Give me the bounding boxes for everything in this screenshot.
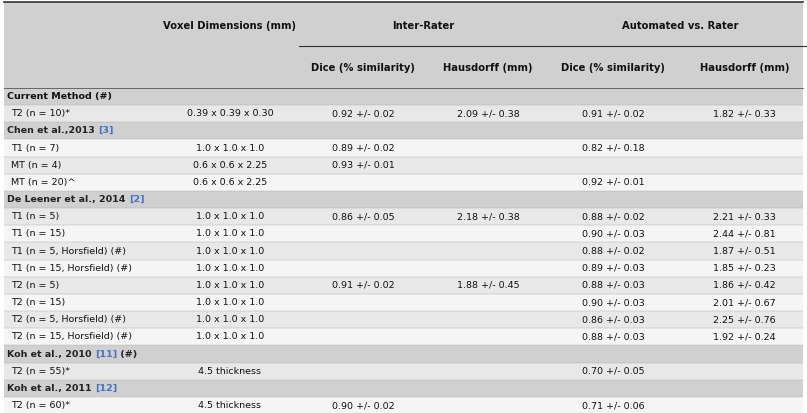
- Text: 0.39 x 0.39 x 0.30: 0.39 x 0.39 x 0.30: [186, 109, 274, 118]
- Bar: [4, 174, 803, 191]
- Text: Current Method (#): Current Method (#): [7, 92, 112, 101]
- Bar: [4, 277, 803, 294]
- Text: Koh et al., 2011: Koh et al., 2011: [7, 384, 95, 393]
- Text: 0.88 +/- 0.02: 0.88 +/- 0.02: [582, 212, 645, 221]
- Text: Dice (% similarity): Dice (% similarity): [562, 64, 665, 74]
- Text: Hausdorff (mm): Hausdorff (mm): [444, 64, 533, 74]
- Bar: [4, 294, 803, 311]
- Text: T2 (n = 60)*: T2 (n = 60)*: [11, 401, 70, 410]
- Text: 0.6 x 0.6 x 2.25: 0.6 x 0.6 x 2.25: [193, 178, 267, 187]
- Text: Chen et al.,2013: Chen et al.,2013: [7, 126, 98, 135]
- Bar: [4, 88, 803, 105]
- Bar: [4, 140, 803, 157]
- Text: T2 (n = 15, Horsfield) (#): T2 (n = 15, Horsfield) (#): [11, 332, 132, 342]
- Text: T1 (n = 5, Horsfield) (#): T1 (n = 5, Horsfield) (#): [11, 247, 127, 256]
- Text: 4.5 thickness: 4.5 thickness: [199, 401, 261, 410]
- Text: 0.92 +/- 0.01: 0.92 +/- 0.01: [582, 178, 645, 187]
- Text: 1.0 x 1.0 x 1.0: 1.0 x 1.0 x 1.0: [196, 212, 264, 221]
- Text: 2.44 +/- 0.81: 2.44 +/- 0.81: [713, 229, 776, 238]
- Text: 2.21 +/- 0.33: 2.21 +/- 0.33: [713, 212, 776, 221]
- Text: 2.01 +/- 0.67: 2.01 +/- 0.67: [713, 298, 776, 307]
- Bar: [4, 191, 803, 208]
- Bar: [4, 242, 803, 260]
- Text: 2.09 +/- 0.38: 2.09 +/- 0.38: [457, 109, 520, 118]
- Text: [3]: [3]: [98, 126, 114, 135]
- Text: De Leener et al., 2014: De Leener et al., 2014: [7, 195, 129, 204]
- Text: MT (n = 20)^: MT (n = 20)^: [11, 178, 76, 187]
- Text: MT (n = 4): MT (n = 4): [11, 161, 61, 170]
- Text: Hausdorff (mm): Hausdorff (mm): [700, 64, 789, 74]
- Text: 1.86 +/- 0.42: 1.86 +/- 0.42: [713, 281, 776, 290]
- Text: 0.86 +/- 0.03: 0.86 +/- 0.03: [582, 315, 645, 324]
- Text: T1 (n = 15, Horsfield) (#): T1 (n = 15, Horsfield) (#): [11, 264, 132, 273]
- Text: T1 (n = 7): T1 (n = 7): [11, 143, 60, 152]
- Text: 1.92 +/- 0.24: 1.92 +/- 0.24: [713, 332, 776, 342]
- Text: 1.85 +/- 0.23: 1.85 +/- 0.23: [713, 264, 776, 273]
- Text: [11]: [11]: [95, 349, 117, 358]
- Text: [2]: [2]: [129, 195, 144, 204]
- Text: 0.92 +/- 0.02: 0.92 +/- 0.02: [332, 109, 395, 118]
- Bar: [4, 380, 803, 397]
- Bar: [4, 157, 803, 174]
- Bar: [4, 311, 803, 328]
- Text: 1.0 x 1.0 x 1.0: 1.0 x 1.0 x 1.0: [196, 281, 264, 290]
- Text: T2 (n = 55)*: T2 (n = 55)*: [11, 367, 70, 376]
- Text: T2 (n = 10)*: T2 (n = 10)*: [11, 109, 70, 118]
- Text: 2.25 +/- 0.76: 2.25 +/- 0.76: [713, 315, 776, 324]
- Text: 2.18 +/- 0.38: 2.18 +/- 0.38: [457, 212, 520, 221]
- Text: 0.90 +/- 0.03: 0.90 +/- 0.03: [582, 298, 645, 307]
- Bar: [4, 397, 803, 413]
- Text: 0.90 +/- 0.02: 0.90 +/- 0.02: [332, 401, 395, 410]
- Text: 1.0 x 1.0 x 1.0: 1.0 x 1.0 x 1.0: [196, 298, 264, 307]
- Text: 0.91 +/- 0.02: 0.91 +/- 0.02: [332, 281, 395, 290]
- Text: Koh et al., 2010: Koh et al., 2010: [7, 349, 95, 358]
- Bar: [4, 346, 803, 363]
- Text: 0.86 +/- 0.05: 0.86 +/- 0.05: [332, 212, 395, 221]
- Text: 0.88 +/- 0.03: 0.88 +/- 0.03: [582, 281, 645, 290]
- Bar: [4, 328, 803, 346]
- Text: 1.82 +/- 0.33: 1.82 +/- 0.33: [713, 109, 776, 118]
- Bar: [4, 49, 803, 88]
- Text: Dice (% similarity): Dice (% similarity): [312, 64, 415, 74]
- Text: 0.88 +/- 0.02: 0.88 +/- 0.02: [582, 247, 645, 256]
- Text: Automated vs. Rater: Automated vs. Rater: [621, 21, 738, 31]
- Text: T1 (n = 15): T1 (n = 15): [11, 229, 65, 238]
- Text: 0.89 +/- 0.03: 0.89 +/- 0.03: [582, 264, 645, 273]
- Text: T2 (n = 15): T2 (n = 15): [11, 298, 65, 307]
- Text: 1.87 +/- 0.51: 1.87 +/- 0.51: [713, 247, 776, 256]
- Text: 1.0 x 1.0 x 1.0: 1.0 x 1.0 x 1.0: [196, 264, 264, 273]
- Text: 1.88 +/- 0.45: 1.88 +/- 0.45: [457, 281, 520, 290]
- Text: 0.71 +/- 0.06: 0.71 +/- 0.06: [582, 401, 645, 410]
- Text: 0.70 +/- 0.05: 0.70 +/- 0.05: [582, 367, 645, 376]
- Text: Voxel Dimensions (mm): Voxel Dimensions (mm): [164, 21, 296, 31]
- Text: 0.89 +/- 0.02: 0.89 +/- 0.02: [332, 143, 395, 152]
- Text: 1.0 x 1.0 x 1.0: 1.0 x 1.0 x 1.0: [196, 315, 264, 324]
- Text: (#): (#): [117, 349, 137, 358]
- Text: 1.0 x 1.0 x 1.0: 1.0 x 1.0 x 1.0: [196, 332, 264, 342]
- Text: 1.0 x 1.0 x 1.0: 1.0 x 1.0 x 1.0: [196, 229, 264, 238]
- Text: 0.91 +/- 0.02: 0.91 +/- 0.02: [582, 109, 645, 118]
- Bar: [4, 122, 803, 140]
- Text: Inter-Rater: Inter-Rater: [392, 21, 455, 31]
- Text: 1.0 x 1.0 x 1.0: 1.0 x 1.0 x 1.0: [196, 143, 264, 152]
- Text: 1.0 x 1.0 x 1.0: 1.0 x 1.0 x 1.0: [196, 247, 264, 256]
- Text: T2 (n = 5, Horsfield) (#): T2 (n = 5, Horsfield) (#): [11, 315, 127, 324]
- Text: 0.90 +/- 0.03: 0.90 +/- 0.03: [582, 229, 645, 238]
- Text: 0.6 x 0.6 x 2.25: 0.6 x 0.6 x 2.25: [193, 161, 267, 170]
- Text: T1 (n = 5): T1 (n = 5): [11, 212, 60, 221]
- Text: 0.93 +/- 0.01: 0.93 +/- 0.01: [332, 161, 395, 170]
- Bar: [4, 225, 803, 242]
- Bar: [4, 363, 803, 380]
- Text: [12]: [12]: [95, 384, 117, 393]
- Text: 0.88 +/- 0.03: 0.88 +/- 0.03: [582, 332, 645, 342]
- Bar: [4, 105, 803, 122]
- Bar: [4, 208, 803, 225]
- Text: 4.5 thickness: 4.5 thickness: [199, 367, 261, 376]
- Text: T2 (n = 5): T2 (n = 5): [11, 281, 60, 290]
- Text: 0.82 +/- 0.18: 0.82 +/- 0.18: [582, 143, 645, 152]
- Bar: [4, 260, 803, 277]
- Bar: [4, 2, 803, 49]
